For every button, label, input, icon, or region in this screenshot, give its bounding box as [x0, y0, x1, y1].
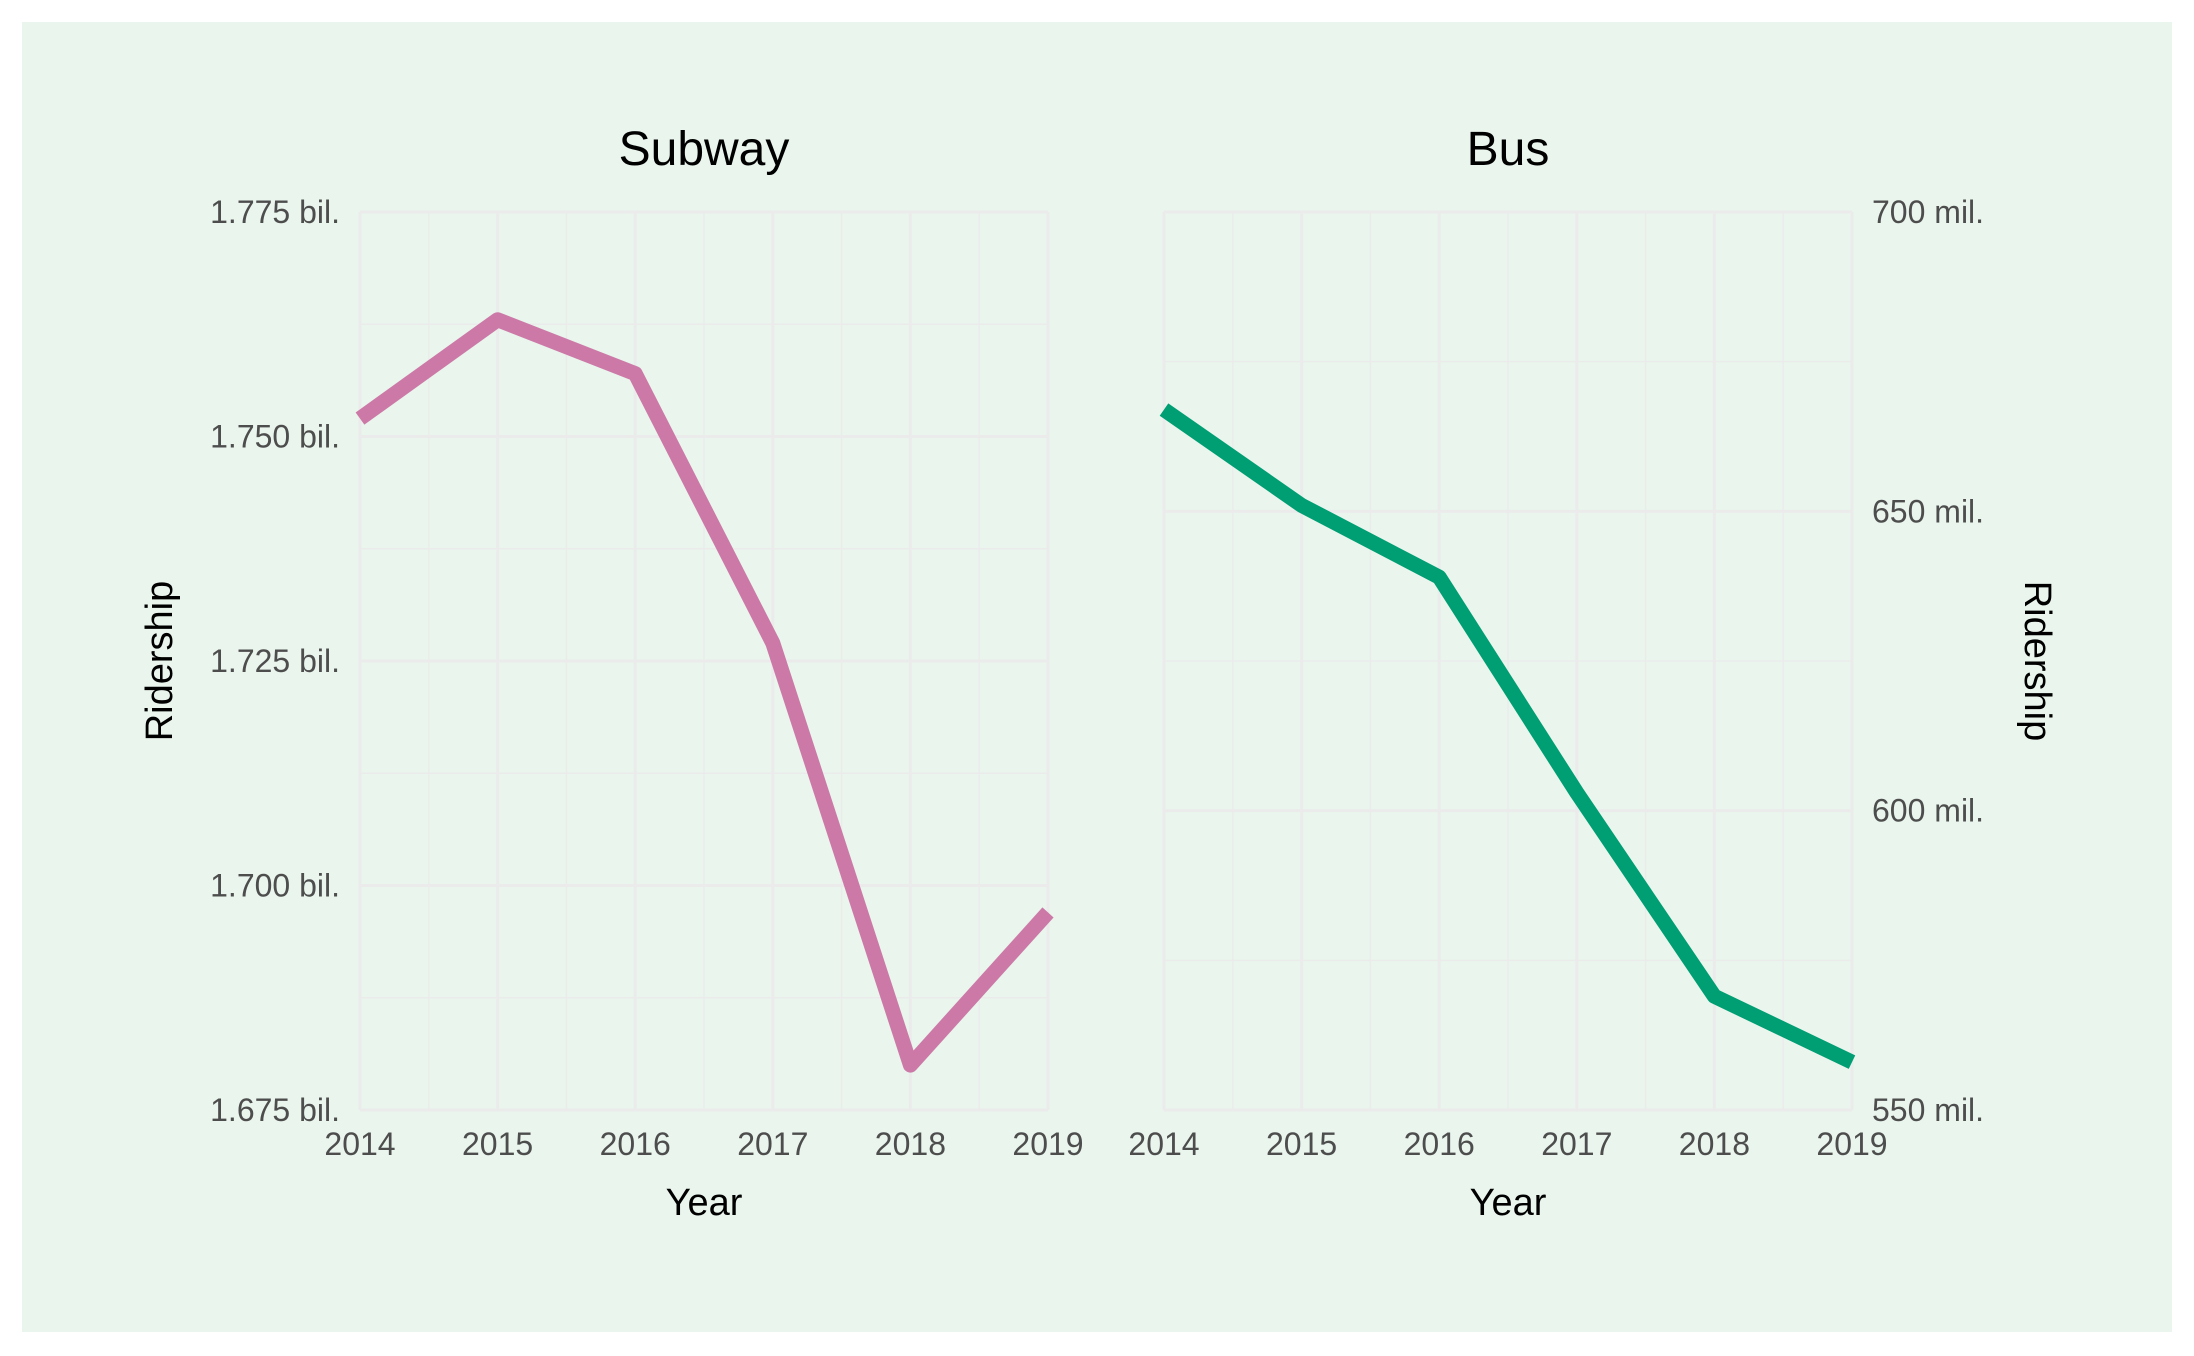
- y-tick-label: 1.775 bil.: [210, 194, 340, 230]
- x-tick-label: 2015: [1266, 1126, 1337, 1162]
- series-line-bus: [1159, 403, 1856, 1069]
- y-tick-label: 1.750 bil.: [210, 419, 340, 455]
- series-line-subway: [355, 312, 1054, 1073]
- x-tick-label: 2019: [1816, 1126, 1887, 1162]
- x-tick-label: 2018: [875, 1126, 946, 1162]
- x-axis-title: Year: [1470, 1182, 1547, 1224]
- panel-title: Bus: [1467, 123, 1550, 176]
- y-axis-title: Ridership: [139, 581, 181, 742]
- panel-title: Subway: [619, 123, 790, 176]
- y-tick-label: 550 mil.: [1872, 1092, 1984, 1128]
- y-axis-title: Ridership: [2016, 581, 2058, 742]
- y-tick-label: 1.700 bil.: [210, 868, 340, 904]
- y-tick-label: 1.725 bil.: [210, 643, 340, 679]
- y-tick-label: 1.675 bil.: [210, 1092, 340, 1128]
- y-tick-label: 700 mil.: [1872, 194, 1984, 230]
- y-tick-label: 600 mil.: [1872, 793, 1984, 829]
- x-tick-label: 2017: [1541, 1126, 1612, 1162]
- x-tick-label: 2019: [1012, 1126, 1083, 1162]
- x-tick-label: 2015: [462, 1126, 533, 1162]
- x-tick-label: 2016: [600, 1126, 671, 1162]
- faceted-line-chart: Subway 2014 2015 2016 2017 2018 2019 Year 1.675 …: [139, 123, 2058, 1224]
- x-tick-label: 2014: [324, 1126, 395, 1162]
- y-tick-label: 650 mil.: [1872, 493, 1984, 529]
- x-tick-label: 2016: [1404, 1126, 1475, 1162]
- x-tick-label: 2014: [1128, 1126, 1199, 1162]
- x-tick-label: 2017: [737, 1126, 808, 1162]
- chart-card: Subway 2014 2015 2016 2017 2018 2019 Year 1.675 …: [22, 22, 2172, 1332]
- x-tick-label: 2018: [1679, 1126, 1750, 1162]
- x-axis-title: Year: [666, 1182, 743, 1224]
